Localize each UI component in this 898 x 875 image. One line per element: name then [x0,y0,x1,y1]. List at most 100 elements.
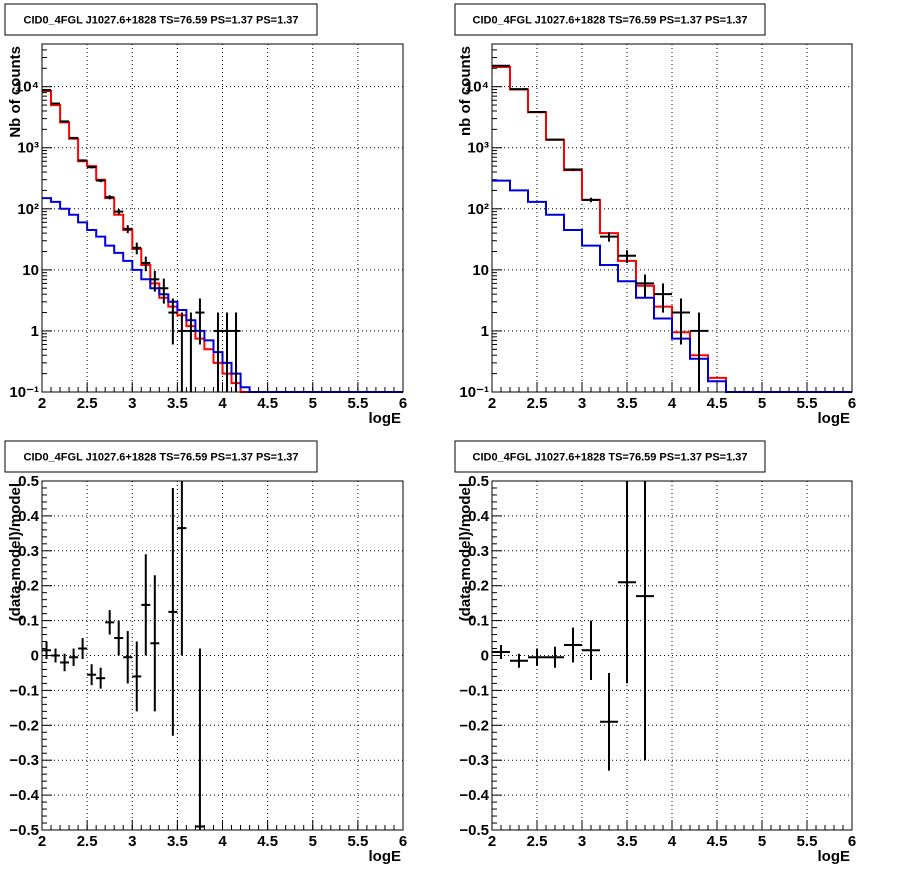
data-point [195,648,205,830]
data-point [105,195,115,200]
y-tick-label: 10 [22,262,39,279]
y-tick-label: 10⁻¹ [459,384,489,401]
data-point [231,312,241,392]
y-tick-label: 0.3 [18,543,39,560]
data-point [60,120,70,123]
data-point [150,575,160,712]
x-tick-label: 5 [758,395,766,412]
x-axis-title: logE [818,410,851,427]
title-box [454,440,766,473]
x-tick-label: 3.5 [617,395,638,412]
x-tick-label: 3 [128,395,136,412]
data-point [78,159,88,162]
y-tick-label: −0.1 [9,682,39,699]
x-tick-label: 2.5 [527,833,548,850]
y-tick-label: −0.1 [459,682,489,699]
data-point [618,481,636,684]
x-axis-title: logE [369,848,402,865]
title-box [4,440,318,473]
data-point [618,250,636,263]
x-tick-label: 5 [758,833,766,850]
x-axis-title: logE [818,848,851,865]
x-tick-label: 5.5 [347,395,368,412]
y-tick-label: −0.3 [9,752,39,769]
data-point [123,225,133,234]
y-tick-label: 10⁻¹ [9,384,39,401]
data-point [510,88,528,91]
y-tick-label: 0.4 [18,508,40,525]
y-tick-label: 1 [31,323,39,340]
x-tick-label: 6 [399,395,407,412]
data-point [636,481,654,761]
x-tick-label: 2 [488,833,496,850]
y-axis-title: (data-model)/model [457,483,474,621]
x-tick-label: 5 [309,395,317,412]
x-axis-title: logE [369,410,402,427]
y-tick-label: 0.5 [468,473,489,490]
y-tick-label: 1 [481,323,489,340]
data-point [528,648,546,666]
y-tick-label: 10³ [17,140,39,157]
data-point [42,641,52,659]
x-tick-label: 6 [848,833,856,850]
chart-title: CID0_4FGL J1027.6+1828 TS=76.59 PS=1.37 … [473,15,748,27]
x-tick-label: 4 [218,395,227,412]
data-point [528,110,546,113]
y-tick-label: 0.3 [468,543,489,560]
data-point [159,278,169,304]
data-point [150,270,160,292]
y-tick-label: −0.4 [9,787,39,804]
x-tick-label: 5 [309,833,317,850]
data-point [186,312,196,392]
y-tick-label: −0.5 [9,822,39,839]
y-axis-title: (data-model)/model [7,483,24,621]
y-tick-label: 0.2 [18,578,39,595]
x-tick-label: 3.5 [167,833,188,850]
spectrum-left-panel: CID0_4FGL J1027.6+1828 TS=76.59 PS=1.37 … [4,3,407,427]
plot-frame [41,480,404,831]
x-tick-label: 5.5 [347,833,368,850]
data-point [87,166,97,169]
data-point [87,664,97,686]
x-tick-label: 3.5 [617,833,638,850]
x-tick-label: 2 [38,395,46,412]
data-point [177,481,187,656]
x-tick-label: 3 [128,833,136,850]
y-tick-label: 10³ [467,140,489,157]
y-tick-label: 0 [31,648,39,665]
data-point [654,283,672,313]
plot-frame [491,480,853,831]
x-tick-label: 4 [668,395,677,412]
y-tick-label: −0.5 [459,822,489,839]
y-tick-label: −0.4 [459,787,489,804]
x-tick-label: 4 [218,833,227,850]
data-point [96,179,106,183]
data-point [582,197,600,203]
plot-frame [491,43,853,393]
y-tick-label: 0.1 [18,613,39,630]
x-tick-label: 2 [38,833,46,850]
data-point [177,312,187,392]
data-point [600,232,618,242]
data-point [546,646,564,668]
y-tick-label: 0 [481,648,489,665]
x-tick-label: 4.5 [707,395,728,412]
data-point [51,102,61,105]
data-point [132,242,142,255]
y-tick-label: 0.1 [468,613,489,630]
data-point [564,168,582,171]
data-point [690,312,708,392]
data-point [123,631,133,684]
title-box [4,3,318,36]
data-point [672,298,690,345]
y-tick-label: 10⁴ [465,79,489,96]
data-point [510,653,528,668]
data-point [42,89,52,92]
x-tick-label: 3 [578,395,586,412]
data-point [546,138,564,141]
data-point [582,620,600,680]
x-tick-label: 4 [668,833,677,850]
data-point [114,620,124,656]
x-tick-label: 2.5 [527,395,548,412]
plot-frame [41,43,404,393]
